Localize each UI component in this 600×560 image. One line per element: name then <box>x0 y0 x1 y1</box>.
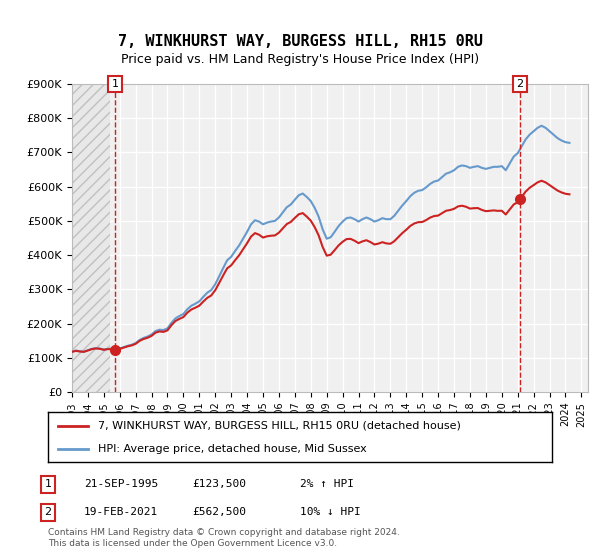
Text: 19-FEB-2021: 19-FEB-2021 <box>84 507 158 517</box>
Text: 2: 2 <box>517 79 523 89</box>
Text: £123,500: £123,500 <box>192 479 246 489</box>
Text: 7, WINKHURST WAY, BURGESS HILL, RH15 0RU: 7, WINKHURST WAY, BURGESS HILL, RH15 0RU <box>118 34 482 49</box>
Text: 10% ↓ HPI: 10% ↓ HPI <box>300 507 361 517</box>
Text: 21-SEP-1995: 21-SEP-1995 <box>84 479 158 489</box>
Text: 7, WINKHURST WAY, BURGESS HILL, RH15 0RU (detached house): 7, WINKHURST WAY, BURGESS HILL, RH15 0RU… <box>98 421 461 431</box>
Text: 2% ↑ HPI: 2% ↑ HPI <box>300 479 354 489</box>
Text: 2: 2 <box>44 507 52 517</box>
Text: Price paid vs. HM Land Registry's House Price Index (HPI): Price paid vs. HM Land Registry's House … <box>121 53 479 66</box>
Bar <box>72 84 110 392</box>
Text: 1: 1 <box>112 79 119 89</box>
Text: £562,500: £562,500 <box>192 507 246 517</box>
Text: HPI: Average price, detached house, Mid Sussex: HPI: Average price, detached house, Mid … <box>98 445 367 454</box>
Text: Contains HM Land Registry data © Crown copyright and database right 2024.
This d: Contains HM Land Registry data © Crown c… <box>48 528 400 548</box>
Text: 1: 1 <box>44 479 52 489</box>
